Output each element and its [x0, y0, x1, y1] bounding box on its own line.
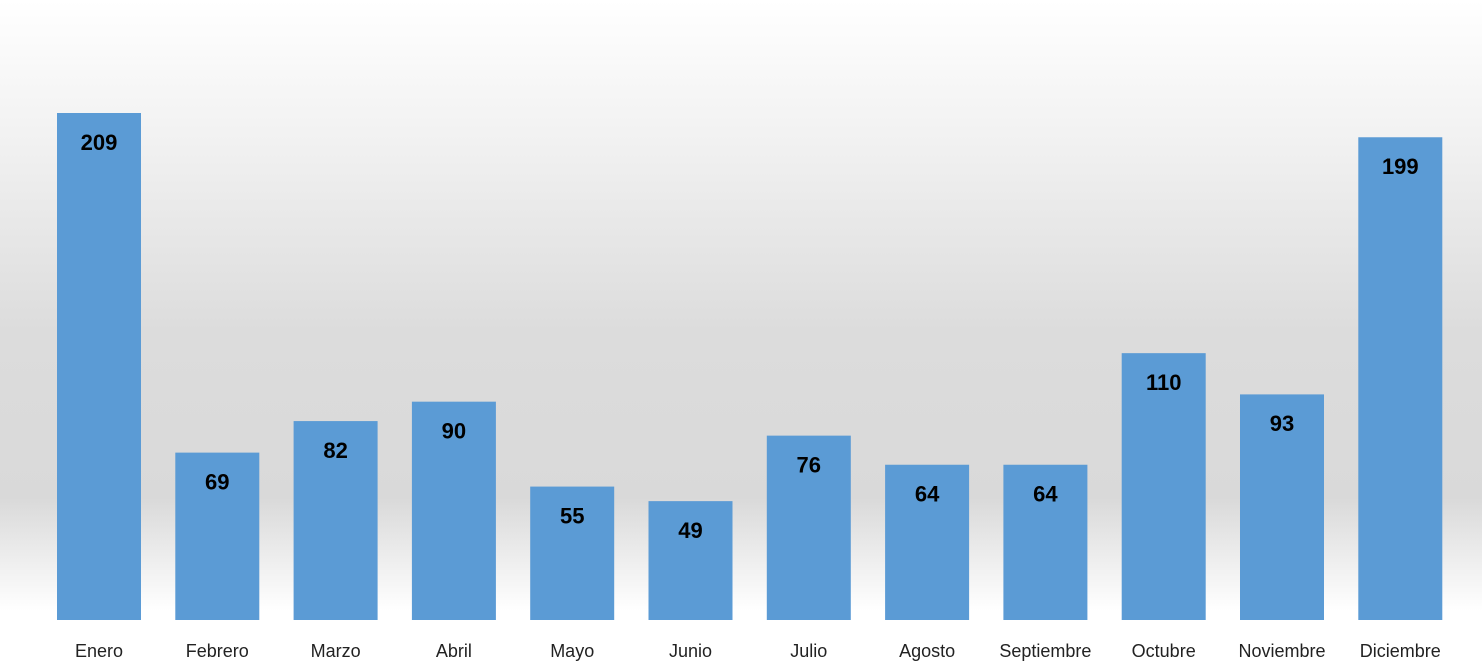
bar — [175, 452, 260, 620]
bar — [1003, 464, 1088, 620]
data-label: 110 — [1146, 370, 1182, 395]
data-label: 199 — [1382, 154, 1419, 179]
data-label: 49 — [678, 518, 702, 543]
bar — [1358, 137, 1443, 621]
x-tick-label: Junio — [669, 641, 712, 661]
x-tick-label: Octubre — [1132, 641, 1196, 661]
bar — [293, 421, 378, 620]
bar — [766, 435, 851, 620]
bar — [530, 486, 615, 620]
x-tick-label: Noviembre — [1238, 641, 1325, 661]
x-tick-label: Septiembre — [999, 641, 1091, 661]
x-tick-label: Abril — [436, 641, 472, 661]
data-label: 209 — [81, 130, 118, 155]
data-label: 64 — [915, 482, 940, 507]
bar — [1121, 353, 1206, 620]
x-tick-label: Marzo — [311, 641, 361, 661]
bar — [1240, 394, 1324, 620]
data-label: 90 — [442, 418, 466, 443]
x-tick-label: Julio — [790, 641, 827, 661]
data-label: 93 — [1270, 411, 1294, 436]
x-tick-label: Mayo — [550, 641, 594, 661]
x-tick-label: Febrero — [186, 641, 249, 661]
data-label: 55 — [560, 503, 584, 528]
data-label: 69 — [205, 469, 229, 494]
data-label: 82 — [323, 438, 347, 463]
bar — [411, 401, 496, 620]
x-tick-label: Agosto — [899, 641, 955, 661]
data-label: 64 — [1033, 482, 1058, 507]
data-label: 76 — [797, 452, 821, 477]
x-tick-label: Diciembre — [1360, 641, 1441, 661]
bar — [885, 464, 970, 620]
x-tick-label: Enero — [75, 641, 123, 661]
bar — [648, 501, 733, 620]
bar — [57, 113, 141, 620]
